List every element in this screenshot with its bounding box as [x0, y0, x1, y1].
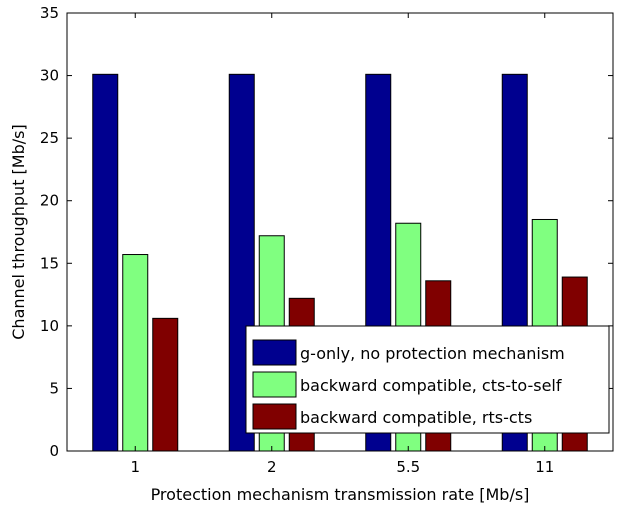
legend-swatch-3 [252, 403, 297, 430]
legend-box [245, 325, 610, 434]
x-axis-label: Protection mechanism transmission rate [… [151, 485, 530, 504]
legend: g-only, no protection mechanism backward … [245, 325, 610, 434]
bar-series-2-category-1 [122, 254, 149, 452]
y-axis-ticks: 0 5 10 15 20 25 30 35 [40, 4, 613, 460]
legend-label-3: backward compatible, rts-cts [300, 408, 532, 427]
y-tick-label: 20 [40, 192, 59, 210]
y-tick-label: 35 [40, 4, 59, 22]
x-tick-label: 2 [267, 458, 277, 476]
legend-label-2: backward compatible, cts-to-self [300, 376, 562, 395]
y-axis-label: Channel throughput [Mb/s] [9, 124, 28, 339]
legend-swatch-1 [252, 339, 297, 366]
y-tick-label: 30 [40, 67, 59, 85]
legend-swatch-2 [252, 371, 297, 398]
y-tick-label: 5 [49, 379, 59, 397]
y-tick-label: 0 [49, 442, 59, 460]
x-axis-ticks: 1 2 5.5 11 [130, 13, 554, 476]
legend-label-1: g-only, no protection mechanism [300, 344, 565, 363]
x-tick-label: 5.5 [396, 458, 420, 476]
y-tick-label: 15 [40, 254, 59, 272]
bar-series-3-category-1 [152, 317, 179, 452]
x-tick-label: 1 [130, 458, 140, 476]
x-tick-label: 11 [535, 458, 554, 476]
y-tick-label: 25 [40, 129, 59, 147]
bar-series-1-category-1 [92, 73, 119, 452]
y-tick-label: 10 [40, 317, 59, 335]
